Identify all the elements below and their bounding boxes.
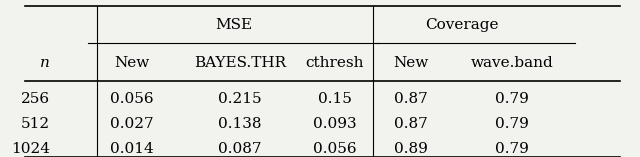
Text: Coverage: Coverage — [424, 18, 498, 32]
Text: 0.056: 0.056 — [111, 92, 154, 106]
Text: 0.89: 0.89 — [394, 142, 428, 156]
Text: 0.87: 0.87 — [394, 92, 428, 106]
Text: n: n — [40, 56, 50, 70]
Text: 0.056: 0.056 — [313, 142, 356, 156]
Text: 0.138: 0.138 — [218, 117, 262, 131]
Text: cthresh: cthresh — [305, 56, 364, 70]
Text: wave.band: wave.band — [470, 56, 554, 70]
Text: 0.87: 0.87 — [394, 117, 428, 131]
Text: 0.093: 0.093 — [313, 117, 356, 131]
Text: BAYES.THR: BAYES.THR — [194, 56, 286, 70]
Text: 256: 256 — [21, 92, 50, 106]
Text: 0.087: 0.087 — [218, 142, 262, 156]
Text: 0.215: 0.215 — [218, 92, 262, 106]
Text: New: New — [393, 56, 428, 70]
Text: MSE: MSE — [215, 18, 252, 32]
Text: 0.15: 0.15 — [318, 92, 352, 106]
Text: 0.027: 0.027 — [111, 117, 154, 131]
Text: 512: 512 — [21, 117, 50, 131]
Text: 0.79: 0.79 — [495, 142, 529, 156]
Text: 0.79: 0.79 — [495, 92, 529, 106]
Text: 0.79: 0.79 — [495, 117, 529, 131]
Text: 1024: 1024 — [11, 142, 50, 156]
Text: 0.014: 0.014 — [110, 142, 154, 156]
Text: New: New — [115, 56, 150, 70]
